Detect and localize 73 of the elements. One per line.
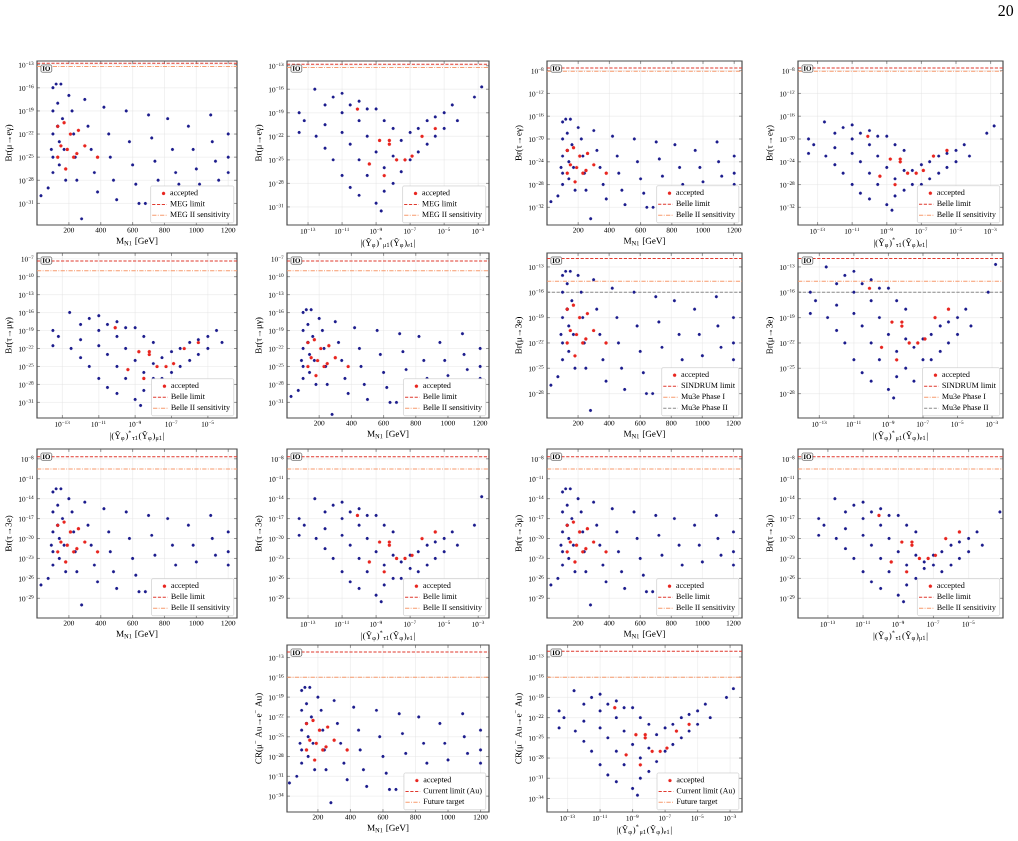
legend-label: accepted — [676, 776, 705, 784]
y-axis-title: Br(μ→3e) — [766, 317, 775, 355]
text: |(Ŷ$_{φ}$)$^{*}$$_{τ1}$(Ŷ$_{φ}$)$_{e1}$| — [361, 630, 415, 642]
text: |(Ŷ$_{φ}$)$^{*}$$_{μ1}$(Ŷ$_{φ}$)$_{e1}$| — [617, 824, 672, 836]
x-axis-title: M$_{N1}$ [GeV] — [116, 630, 158, 639]
x-axis-title: M$_{N1}$ [GeV] — [623, 430, 665, 439]
text: |(Ŷ$_{φ}$)$^{*}$$_{μ1}$(Ŷ$_{φ}$)$_{e1}$| — [873, 430, 928, 442]
legend-label: Belle II sensitivity — [937, 211, 996, 219]
legend-label: accepted — [171, 382, 199, 390]
legend-label: Belle II sensitivity — [423, 404, 482, 412]
legend-label: Belle limit — [423, 393, 457, 400]
legend-label: SINDRUM limit — [942, 382, 996, 389]
legend-label: Current limit (Au) — [423, 787, 482, 795]
legend-label: Mu3e Phase I — [681, 393, 725, 400]
legend-label: Current limit (Au) — [676, 787, 735, 795]
legend-label: accepted — [942, 371, 970, 379]
legend-label: Future target — [423, 798, 465, 806]
legend-label: Mu3e Phase II — [942, 404, 989, 411]
legend-label: Mu3e Phase II — [681, 404, 728, 411]
legend-label: MEG limit — [422, 200, 457, 207]
text: |(Ŷ$_{φ}$)$^{*}$$_{τ1}$(Ŷ$_{φ}$)$_{μ1}$| — [110, 430, 164, 442]
legend-label: MEG limit — [170, 200, 205, 207]
legend-label: Belle II sensitivity — [937, 604, 996, 612]
y-axis-title: Br(τ→eγ) — [515, 125, 524, 161]
y-axis-title: Br(τ→3e) — [5, 515, 14, 552]
legend-label: MEG II sensitivity — [170, 211, 230, 219]
legend-label: accepted — [937, 189, 965, 197]
legend-label: Belle II sensitivity — [423, 604, 482, 612]
y-axis-title: Br(τ→3μ) — [515, 515, 524, 552]
legend-label: Belle limit — [171, 393, 205, 400]
legend-label: accepted — [422, 189, 450, 197]
text: |(Ŷ$_{φ}$)$^{*}$$_{μ1}$(Ŷ$_{φ}$)$_{e1}$| — [361, 237, 415, 249]
text: 20 — [998, 5, 1014, 17]
legend-label: Belle limit — [937, 593, 971, 600]
x-axis-title: M$_{N1}$ [GeV] — [367, 824, 409, 833]
legend-label: accepted — [170, 189, 198, 197]
text: |(Ŷ$_{φ}$)$^{*}$$_{τ1}$(Ŷ$_{φ}$)$_{μ1}$| — [873, 630, 928, 642]
legend-label: SINDRUM limit — [681, 382, 736, 389]
text: |(Ŷ$_{φ}$)$^{*}$$_{τ1}$(Ŷ$_{φ}$)$_{e1}$| — [874, 237, 927, 249]
legend-label: accepted — [423, 776, 452, 784]
legend-label: accepted — [171, 582, 199, 590]
x-axis-title: M$_{N1}$ [GeV] — [116, 237, 158, 246]
legend-label: Future target — [676, 798, 718, 806]
legend-label: MEG II sensitivity — [422, 211, 482, 219]
legend-label: accepted — [676, 582, 704, 590]
legend-label: Belle limit — [423, 593, 457, 600]
legend-label: accepted — [676, 189, 704, 197]
x-axis-title: M$_{N1}$ [GeV] — [367, 430, 409, 439]
y-axis-title: Br(τ→μγ) — [255, 317, 264, 354]
legend-label: accepted — [681, 371, 709, 379]
y-axis-title: Br(μ→3e) — [515, 317, 524, 355]
legend-label: Belle limit — [937, 200, 971, 207]
y-axis-title: Br(τ→3e) — [255, 515, 264, 552]
y-axis-title: Br(μ→eγ) — [5, 124, 14, 162]
y-axis-title: Br(τ→eγ) — [766, 125, 775, 161]
legend-label: accepted — [423, 382, 451, 390]
x-axis-title: M$_{N1}$ [GeV] — [623, 237, 665, 246]
y-axis-title: CR(μ$^{−}$ Au→e$^{−}$ Au) — [515, 693, 524, 764]
legend-label: Belle limit — [171, 593, 205, 600]
legend-label: Mu3e Phase I — [942, 393, 986, 400]
legend-label: Belle II sensitivity — [676, 604, 736, 612]
y-axis-title: Br(τ→μγ) — [5, 317, 14, 354]
y-axis-title: Br(μ→eγ) — [255, 124, 264, 162]
legend-label: Belle II sensitivity — [171, 404, 230, 412]
legend-label: Belle II sensitivity — [171, 604, 230, 612]
legend-label: accepted — [423, 582, 451, 590]
legend-label: Belle limit — [676, 593, 710, 600]
legend-label: Belle II sensitivity — [676, 211, 736, 219]
y-axis-title: Br(τ→3μ) — [766, 515, 775, 552]
y-axis-title: CR(μ$^{−}$ Au→e$^{−}$ Au) — [255, 693, 264, 764]
legend-label: accepted — [937, 582, 965, 590]
legend-label: Belle limit — [676, 200, 710, 207]
x-axis-title: M$_{N1}$ [GeV] — [623, 630, 665, 639]
